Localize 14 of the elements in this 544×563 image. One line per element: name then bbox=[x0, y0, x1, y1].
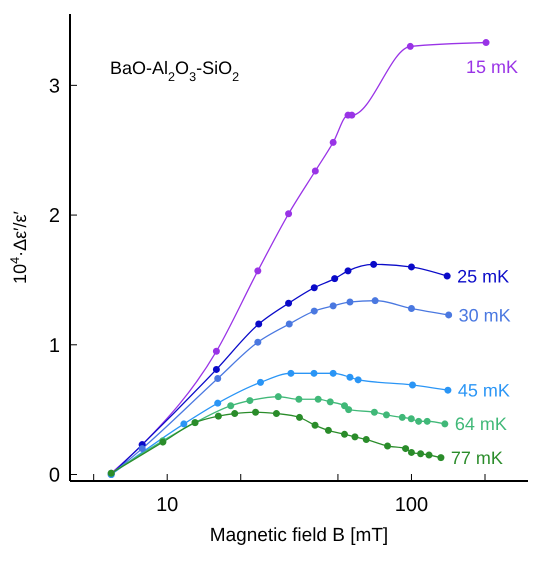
series-label: 25 mK bbox=[457, 266, 510, 286]
series-label: 77 mK bbox=[450, 448, 503, 468]
y-tick-label: 2 bbox=[48, 205, 60, 228]
x-axis-title: Magnetic field B [mT] bbox=[210, 525, 388, 546]
y-tick-label: 3 bbox=[48, 75, 60, 98]
series-label: 30 mK bbox=[458, 305, 511, 326]
series-label: 64 mK bbox=[454, 414, 507, 434]
y-tick-label: 0 bbox=[48, 464, 60, 487]
annotation: BaO-Al$_{2}$O$_{3}$-SiO$_{2}$ bbox=[110, 58, 240, 84]
series-label: 15 mK bbox=[466, 56, 518, 77]
series-label: 45 mK bbox=[458, 380, 510, 400]
y-tick-label: 1 bbox=[48, 334, 60, 357]
x-tick-label: 10 bbox=[156, 494, 178, 516]
x-tick-label: 100 bbox=[394, 494, 428, 516]
